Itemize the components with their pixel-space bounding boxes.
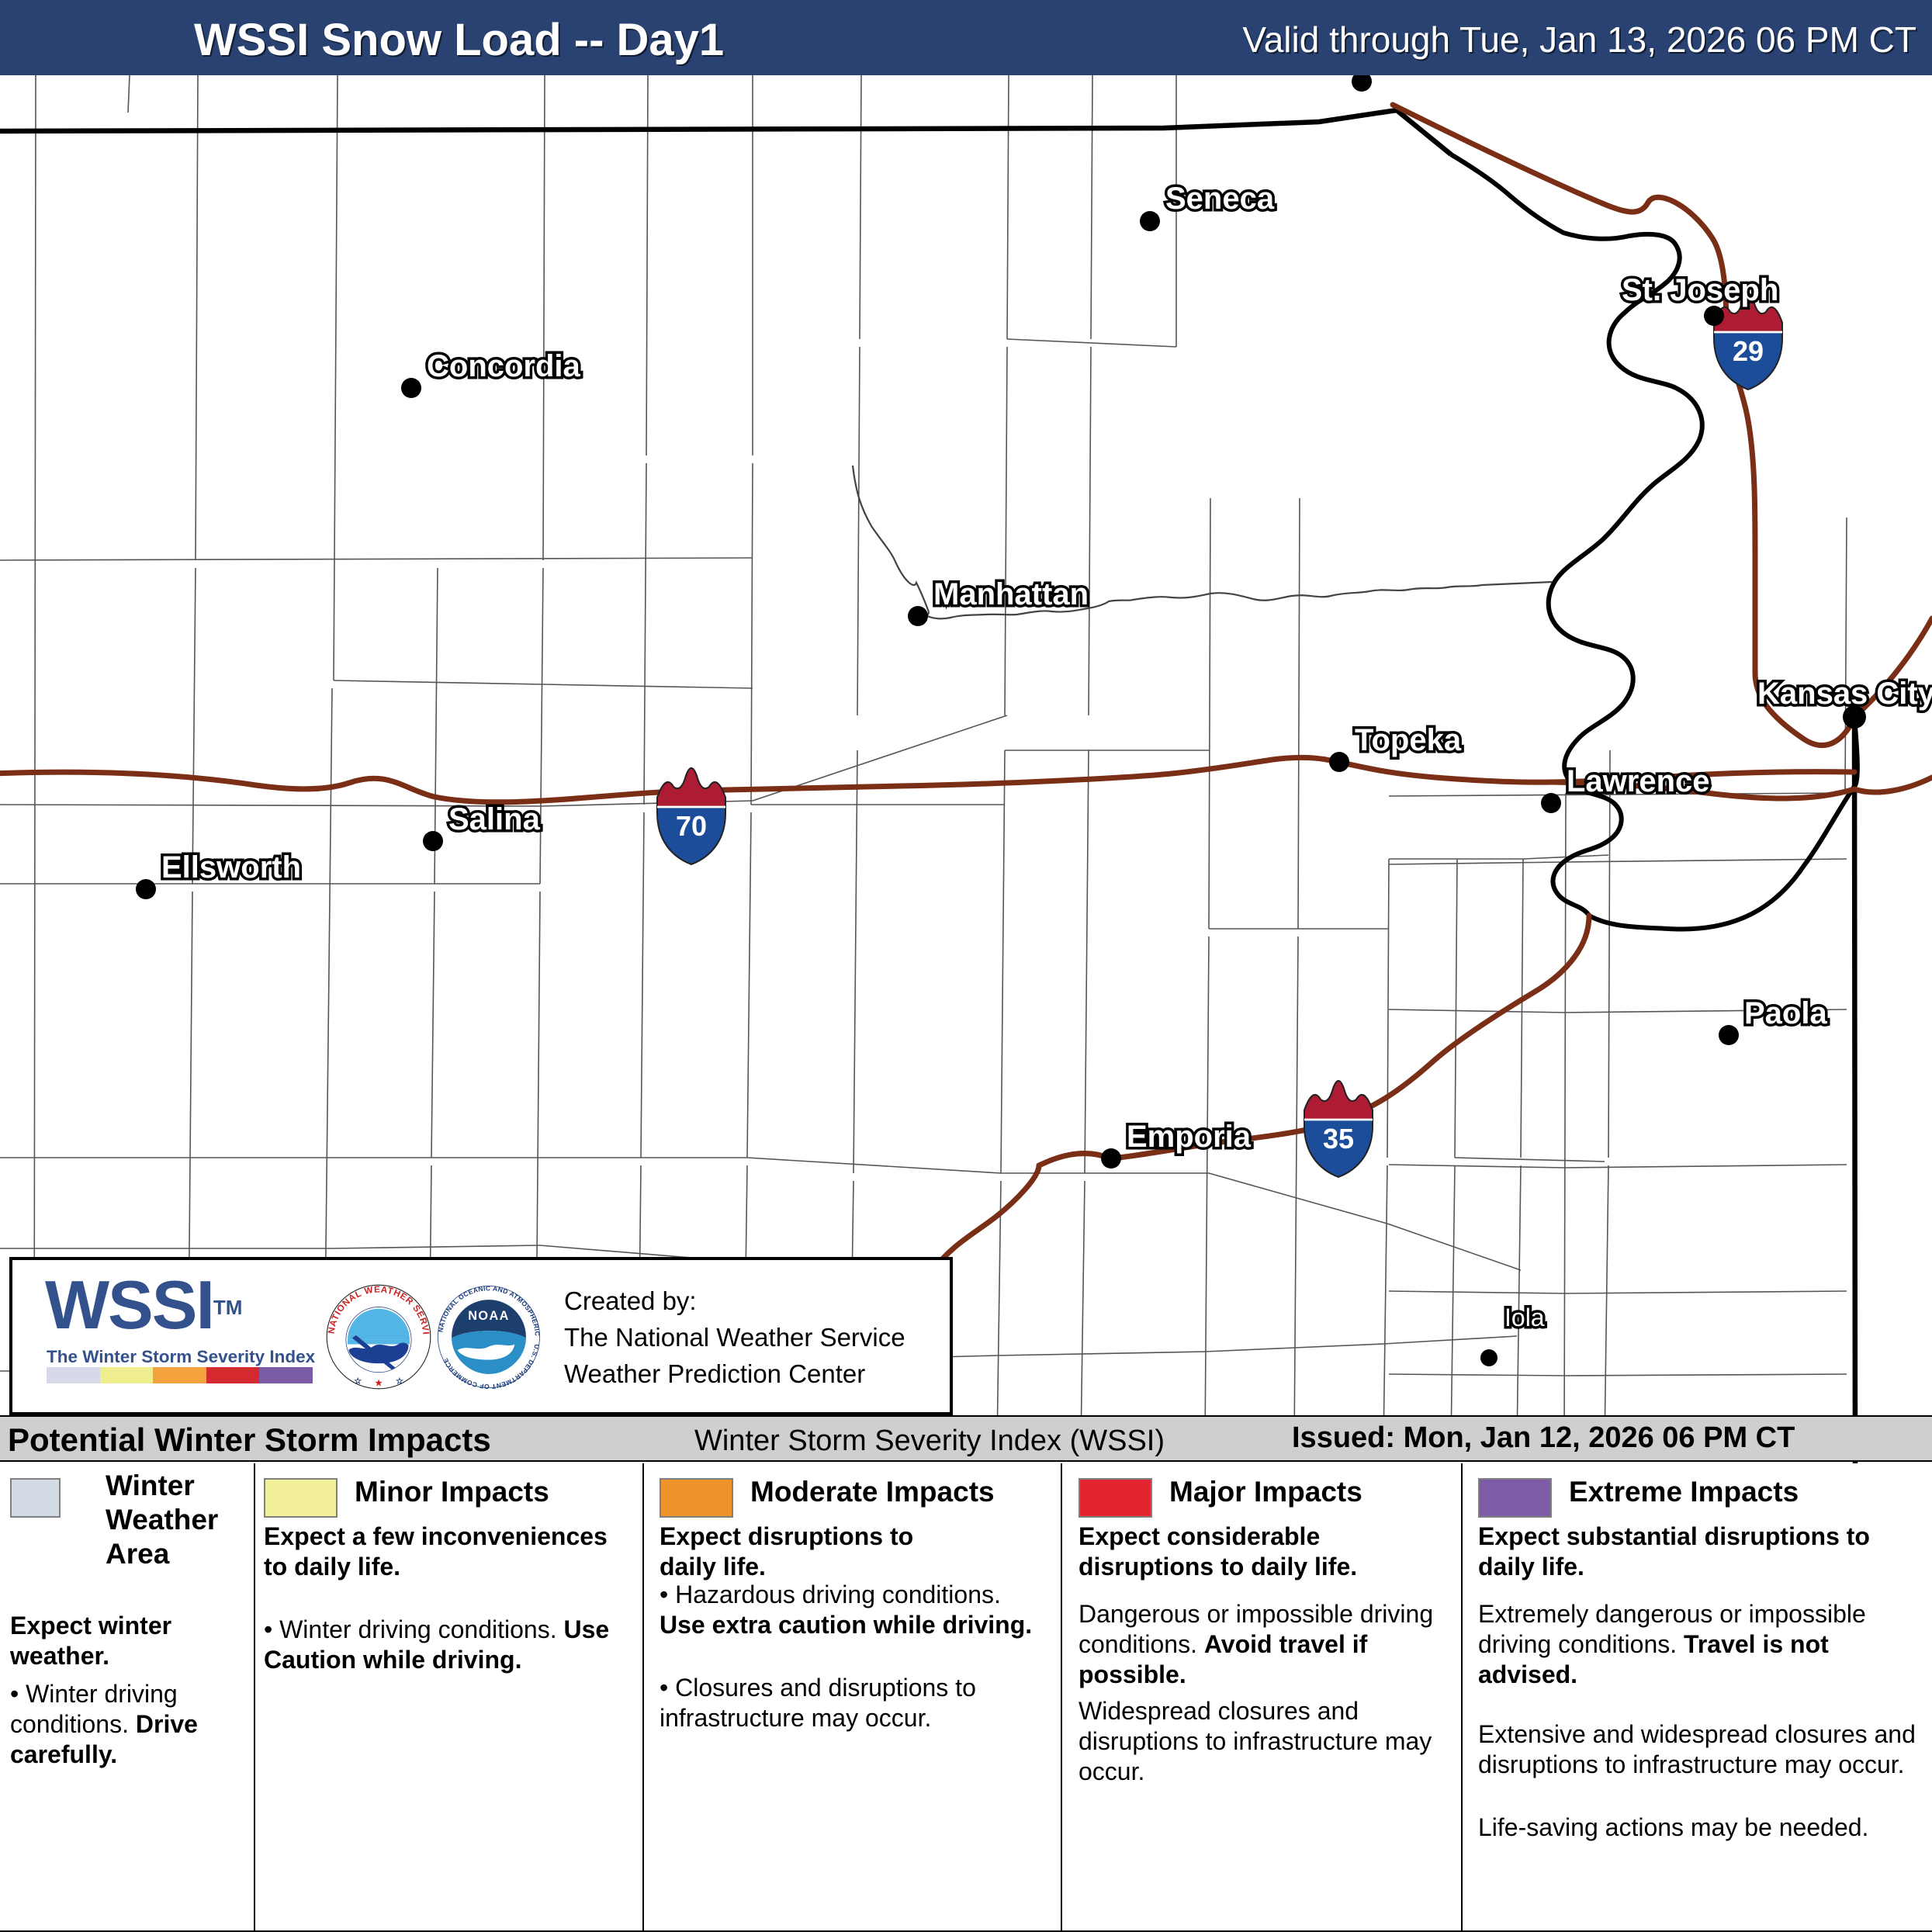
svg-text:Kansas City: Kansas City xyxy=(1757,677,1932,711)
svg-text:70: 70 xyxy=(676,810,707,842)
svg-text:★: ★ xyxy=(375,1379,383,1388)
svg-text:Emporia: Emporia xyxy=(1127,1120,1252,1154)
svg-text:35: 35 xyxy=(1323,1123,1354,1155)
svg-text:Topeka: Topeka xyxy=(1355,723,1462,757)
svg-text:Seneca: Seneca xyxy=(1165,182,1275,216)
svg-text:Manhattan: Manhattan xyxy=(933,577,1089,611)
svg-text:NOAA: NOAA xyxy=(468,1309,510,1323)
svg-text:Paola: Paola xyxy=(1744,996,1827,1030)
svg-text:☆: ☆ xyxy=(354,1376,362,1386)
svg-text:Salina: Salina xyxy=(448,802,541,836)
svg-text:29: 29 xyxy=(1733,335,1764,367)
svg-text:Iola: Iola xyxy=(1504,1304,1545,1331)
svg-text:Ellsworth: Ellsworth xyxy=(161,850,301,885)
svg-text:☆: ☆ xyxy=(396,1376,403,1386)
svg-text:Lawrence: Lawrence xyxy=(1567,764,1710,798)
svg-text:Concordia: Concordia xyxy=(427,349,581,383)
svg-text:St. Joseph: St. Joseph xyxy=(1622,273,1778,307)
